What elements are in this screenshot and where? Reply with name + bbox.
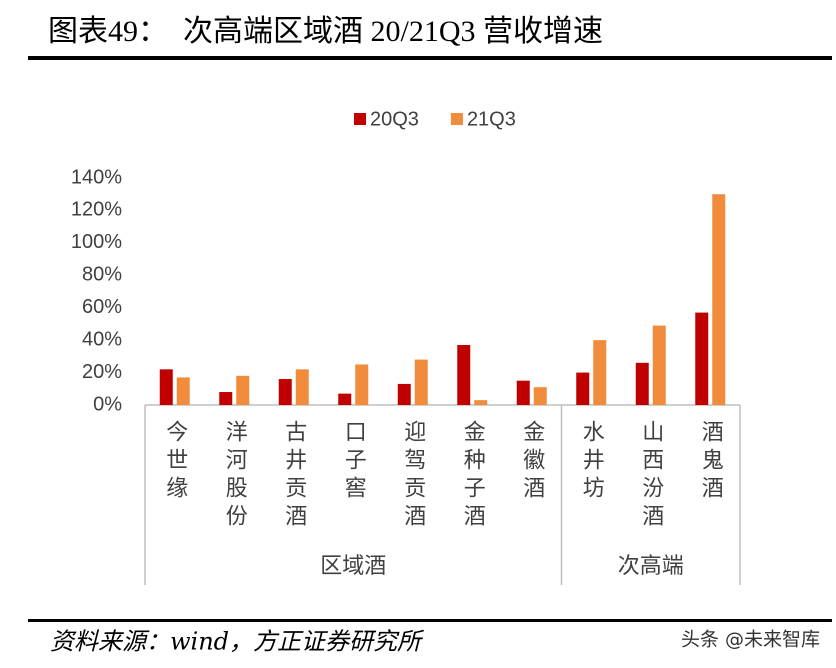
legend-label: 20Q3 xyxy=(370,108,419,130)
x-tick-label: 山西汾酒 xyxy=(638,420,664,532)
bar xyxy=(338,393,352,405)
footer-rule xyxy=(28,619,832,622)
y-tick-label: 60% xyxy=(82,296,122,318)
y-tick-label: 100% xyxy=(71,231,122,253)
y-tick-label: 140% xyxy=(71,166,122,188)
bar xyxy=(576,372,590,405)
bar xyxy=(236,375,250,405)
y-tick-label: 80% xyxy=(82,264,122,286)
x-tick-label: 迎驾贡酒 xyxy=(400,420,426,532)
bar xyxy=(295,369,309,405)
bar xyxy=(219,392,233,405)
x-tick-label: 水井坊 xyxy=(579,420,605,504)
bar xyxy=(414,359,428,405)
title-rule xyxy=(28,56,832,60)
x-tick-label: 古井贡酒 xyxy=(281,420,307,532)
y-tick-label: 120% xyxy=(71,199,122,221)
bar xyxy=(457,345,471,405)
bar xyxy=(474,400,488,405)
x-tick-label: 今世缘 xyxy=(162,420,188,504)
bar xyxy=(397,383,411,405)
bar xyxy=(516,380,530,405)
x-tick-label: 金种子酒 xyxy=(460,420,486,532)
source: 资料来源：wind，方正证券研究所 xyxy=(50,628,425,656)
bar xyxy=(159,369,173,405)
x-tick-label: 口子窖 xyxy=(341,420,366,504)
x-tick-label: 金徽酒 xyxy=(519,420,545,504)
bar xyxy=(695,312,709,405)
chart-title: 图表49： 次高端区域酒 20/21Q3 营收增速 xyxy=(48,15,603,48)
bar xyxy=(652,325,666,405)
y-tick-label: 20% xyxy=(82,361,122,383)
x-tick-label: 洋河股份 xyxy=(222,420,248,532)
group-label: 区域酒 xyxy=(320,553,386,578)
bar xyxy=(712,194,726,405)
bar xyxy=(635,362,649,405)
bar xyxy=(593,340,607,405)
bar xyxy=(278,379,292,405)
x-tick-label: 酒鬼酒 xyxy=(698,420,724,504)
legend-swatch xyxy=(450,113,463,125)
legend-swatch xyxy=(354,113,366,125)
watermark: 头条 @未来智库 xyxy=(681,629,820,651)
group-label: 次高端 xyxy=(618,553,684,578)
y-tick-label: 40% xyxy=(82,328,122,350)
bar xyxy=(355,364,369,405)
legend-label: 21Q3 xyxy=(467,108,516,130)
bar xyxy=(533,387,547,405)
y-tick-label: 0% xyxy=(93,393,122,415)
bar xyxy=(176,377,190,405)
